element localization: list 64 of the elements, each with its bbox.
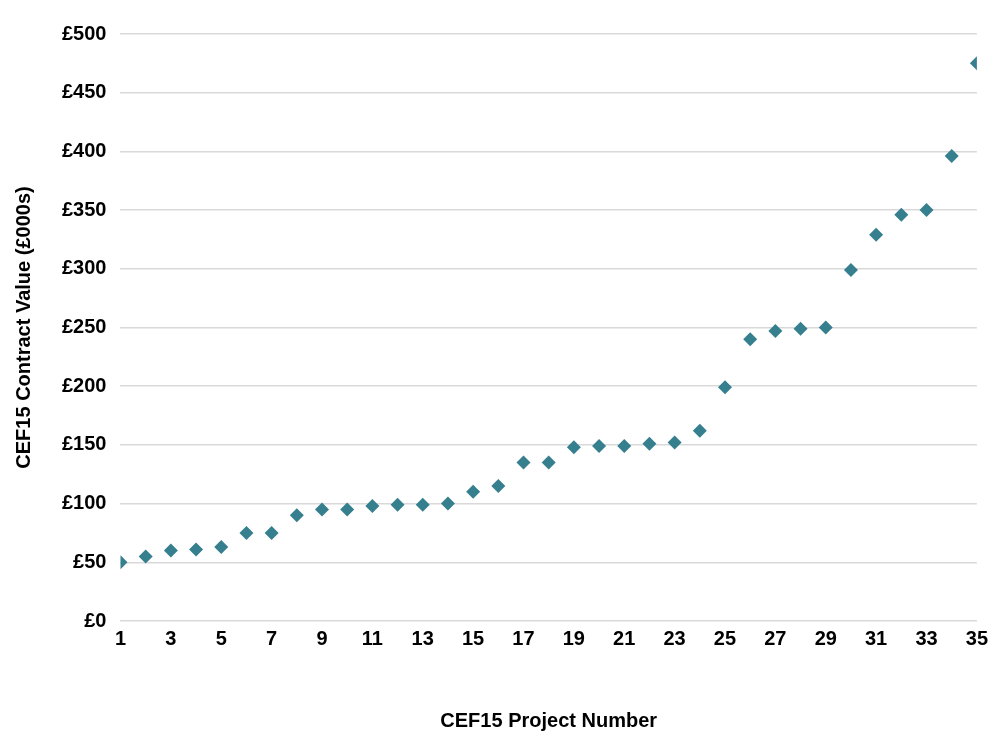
point bbox=[440, 496, 455, 511]
point bbox=[692, 423, 707, 438]
x-tick-label: 27 bbox=[764, 626, 787, 649]
point bbox=[592, 439, 607, 454]
point bbox=[214, 540, 229, 555]
x-tick-label: 1 bbox=[114, 626, 127, 649]
point bbox=[566, 440, 581, 455]
y-tick-label: £400 bbox=[61, 138, 107, 161]
point bbox=[667, 435, 682, 450]
point bbox=[491, 478, 506, 493]
point bbox=[541, 455, 556, 470]
point bbox=[466, 484, 481, 499]
x-tick-label: 33 bbox=[915, 626, 938, 649]
point bbox=[390, 497, 405, 512]
point bbox=[818, 320, 833, 335]
x-tick-label: 15 bbox=[462, 626, 485, 649]
point bbox=[642, 436, 657, 451]
x-tick-label: 13 bbox=[411, 626, 434, 649]
y-tick-label: £500 bbox=[61, 21, 107, 44]
y-tick-label: £50 bbox=[73, 549, 107, 572]
y-tick-label: £250 bbox=[61, 315, 107, 338]
y-tick-label: £150 bbox=[61, 432, 107, 455]
point bbox=[289, 508, 304, 523]
x-tick-label: 5 bbox=[215, 626, 227, 649]
point bbox=[869, 227, 884, 242]
y-tick-label: £300 bbox=[61, 256, 107, 279]
x-tick-label: 3 bbox=[165, 626, 177, 649]
y-tick-label: £100 bbox=[61, 491, 107, 514]
x-tick-label: 17 bbox=[512, 626, 535, 649]
point bbox=[843, 262, 858, 277]
point bbox=[944, 149, 959, 164]
point bbox=[617, 439, 632, 454]
x-tick-label: 29 bbox=[814, 626, 837, 649]
x-tick-label: 35 bbox=[965, 626, 988, 649]
x-tick-label: 25 bbox=[713, 626, 737, 649]
x-tick-label: 11 bbox=[361, 626, 383, 649]
y-tick-label: £350 bbox=[61, 197, 107, 220]
y-axis-title: CEF15 Contract Value (£000s) bbox=[11, 186, 34, 469]
point bbox=[264, 525, 279, 540]
point bbox=[718, 380, 732, 395]
point bbox=[516, 455, 531, 470]
point bbox=[340, 502, 355, 517]
point bbox=[768, 324, 783, 339]
point bbox=[919, 203, 934, 218]
x-tick-label: 21 bbox=[613, 626, 636, 649]
x-tick-label: 19 bbox=[562, 626, 585, 649]
x-tick-label: 9 bbox=[316, 626, 328, 649]
point bbox=[415, 497, 430, 512]
point bbox=[163, 543, 178, 558]
point bbox=[239, 525, 254, 540]
y-tick-label: £0 bbox=[84, 608, 107, 631]
point bbox=[189, 542, 204, 557]
x-tick-label: 31 bbox=[865, 626, 888, 649]
point bbox=[314, 502, 329, 517]
point bbox=[365, 498, 380, 513]
x-tick-label: 7 bbox=[266, 626, 278, 649]
point bbox=[894, 207, 909, 222]
x-tick-label: 23 bbox=[663, 626, 686, 649]
y-tick-label: £450 bbox=[61, 80, 107, 103]
point bbox=[138, 549, 153, 564]
point bbox=[743, 332, 758, 347]
y-tick-label: £200 bbox=[61, 373, 107, 396]
point bbox=[793, 321, 808, 336]
x-axis-title: CEF15 Project Number bbox=[440, 708, 658, 731]
